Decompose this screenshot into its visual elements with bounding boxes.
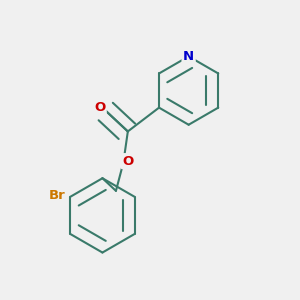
Text: N: N xyxy=(183,50,194,63)
Text: Br: Br xyxy=(49,189,65,202)
Text: O: O xyxy=(94,101,105,114)
Text: O: O xyxy=(122,154,134,168)
